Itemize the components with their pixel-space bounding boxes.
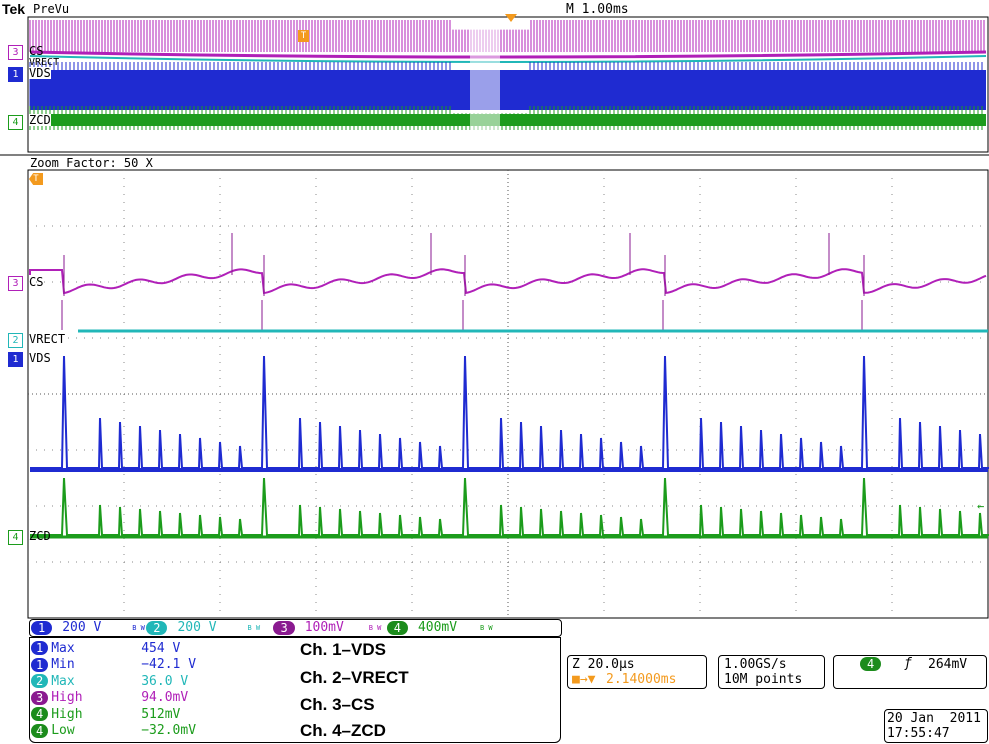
prevu-ch4-label: ZCD [29, 113, 51, 127]
prevu-ch3-label: CS [29, 44, 44, 58]
measurement-label: Low [51, 723, 75, 739]
zoom-factor-label: Zoom Factor: 50 X [30, 156, 153, 170]
ch4-bw-icon: B W [479, 623, 493, 632]
ch1-marker[interactable]: 1 [8, 352, 23, 367]
zoomed-waveforms [29, 233, 989, 539]
measurement-channel-badge: 2 [31, 674, 49, 689]
ch3-waveform [29, 268, 987, 295]
measurement-channel-badge: 3 [31, 690, 49, 705]
prevu-t-marker-icon: T [298, 30, 309, 42]
measurement-label: Max [51, 640, 75, 656]
ch1-label: VDS [29, 351, 51, 365]
measurement-value: −42.1 V [141, 657, 197, 673]
legend-ch4: Ch. 4–ZCD [300, 721, 386, 740]
legend-ch2: Ch. 2–VRECT [300, 668, 409, 687]
ch4-marker[interactable]: 4 [8, 530, 23, 545]
ch1-scale-badge[interactable]: 1 [31, 620, 53, 635]
record-length: 10M points [724, 672, 803, 687]
prevu-ch3-band [29, 20, 985, 52]
trigger-readout[interactable] [833, 655, 987, 689]
prevu-trigger-marker-icon [505, 14, 517, 22]
ch1-waveform [30, 355, 989, 469]
prevu-ch1-band [30, 70, 986, 110]
ch2-marker[interactable]: 2 [8, 333, 23, 348]
trigger-position-icon[interactable]: T [29, 173, 43, 185]
ch1-scale: 200 V [62, 620, 102, 635]
prevu-zoom-window [470, 20, 500, 130]
measurement-channel-badge: 1 [31, 641, 49, 656]
measurement-label: Max [51, 673, 75, 689]
trigger-level-icon[interactable]: ← [977, 499, 985, 513]
measurement-row[interactable]: 1 Min −42.1 V [31, 657, 281, 674]
measurement-value: 36.0 V [141, 673, 189, 689]
prevu-ch3-band-dense [29, 40, 985, 52]
graticule-grid [28, 170, 988, 618]
ch3-bw-icon: B W [368, 623, 382, 632]
measurement-list: 1 Max 454 V 1 Min −42.1 V 2 Max 36.0 V 3 High 94.0m… [31, 640, 281, 739]
prevu-label: PreVu [33, 2, 70, 16]
trigger-source-badge: 4 [860, 657, 882, 671]
measurement-row[interactable]: 4 High 512mV [31, 706, 281, 723]
trigger-level: 264mV [928, 657, 968, 672]
prevu-ch3-marker[interactable]: 3 [8, 45, 23, 60]
brand-logo: Tek [2, 1, 26, 17]
measurement-label: High [51, 690, 83, 706]
measurement-row[interactable]: 4 Low −32.0mV [31, 723, 281, 740]
datetime-readout [884, 709, 988, 743]
ch3-scale-badge[interactable]: 3 [273, 620, 295, 635]
prevu-ch1-marker[interactable]: 1 [8, 67, 23, 82]
measurement-row[interactable]: 1 Max 454 V [31, 640, 281, 657]
ch2-label: VRECT [29, 332, 66, 346]
ch2-scale: 200 V [177, 620, 217, 635]
zoom-readout[interactable] [567, 655, 707, 689]
zoom-scale: Z 20.0µs [572, 657, 635, 672]
measurement-label: Min [51, 657, 75, 673]
zoom-position: 2.14000ms [606, 672, 677, 687]
measurement-row[interactable]: 3 High 94.0mV [31, 690, 281, 707]
legend-ch1: Ch. 1–VDS [300, 640, 386, 659]
time: 17:55:47 [887, 726, 950, 741]
measurement-value: −32.0mV [141, 723, 197, 739]
ch2-bw-icon: B W [247, 623, 261, 632]
measurement-channel-badge: 4 [31, 707, 49, 722]
sample-rate: 1.00GS/s [724, 657, 787, 672]
legend-ch3: Ch. 3–CS [300, 695, 375, 714]
measurement-value: 454 V [141, 640, 181, 656]
ch3-marker[interactable]: 3 [8, 276, 23, 291]
timebase-readout: M 1.00ms [566, 2, 629, 17]
measurements-panel [29, 637, 561, 743]
measurement-value: 512mV [141, 706, 181, 722]
prevu-ch2-label: VRECT [29, 57, 60, 68]
ch4-waveform [30, 477, 989, 536]
measurement-value: 94.0mV [141, 690, 189, 706]
ch2-scale-badge[interactable]: 2 [146, 620, 168, 635]
zoom-position-icon: ■→▼ [572, 672, 596, 687]
prevu-ch1-label: VDS [29, 66, 51, 80]
measurement-label: High [51, 706, 83, 722]
ch3-label: CS [29, 275, 44, 289]
measurement-row[interactable]: 2 Max 36.0 V [31, 673, 281, 690]
acquisition-readout[interactable] [718, 655, 825, 689]
prevu-ch4-marker[interactable]: 4 [8, 115, 23, 130]
prevu-waveforms [29, 20, 987, 130]
measurement-channel-badge: 4 [31, 723, 49, 738]
trigger-slope-icon: ƒ [904, 656, 912, 671]
ch1-bw-icon: B W [132, 623, 145, 632]
ch4-scale: 400mV [417, 620, 458, 635]
ch4-label: ZCD [29, 529, 51, 543]
ch3-scale: 100mV [304, 620, 344, 635]
measurement-channel-badge: 1 [31, 657, 49, 672]
ch4-scale-badge[interactable]: 4 [386, 620, 408, 635]
date: 20 Jan 2011 [887, 711, 981, 726]
prevu-ch4-band [30, 114, 986, 126]
prevu-ch1-spikes [29, 62, 983, 110]
